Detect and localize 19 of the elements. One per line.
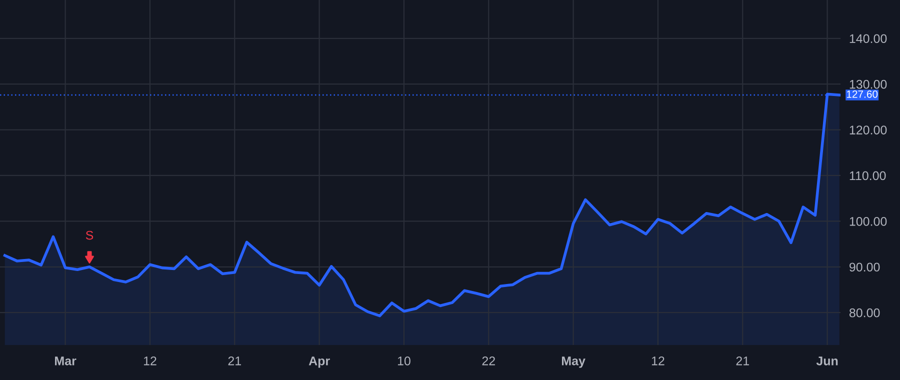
- y-tick-label: 130.00: [850, 80, 887, 89]
- y-tick-label: 110.00: [850, 171, 886, 180]
- x-tick-label: Mar: [55, 356, 76, 366]
- y-tick-label: 100.00: [850, 216, 887, 226]
- x-tick-label: 10: [398, 356, 410, 366]
- x-tick-label: Apr: [308, 356, 330, 368]
- x-tick-label: Jun: [816, 356, 838, 366]
- annotation: S: [86, 230, 94, 240]
- y-tick-label: 80.00: [849, 308, 880, 318]
- y-tick-label: 90.00: [850, 262, 880, 272]
- y-tick-label: 120.00: [850, 126, 887, 134]
- y-tick-label: 140.00: [850, 34, 887, 44]
- x-tick-label: 12: [652, 356, 664, 366]
- x-tick-label: 21: [228, 356, 241, 366]
- x-tick-label: May: [562, 356, 586, 368]
- x-tick-label: 12: [144, 356, 156, 366]
- ref-line-label: 127.60: [846, 90, 878, 98]
- x-tick-label: 21: [736, 356, 749, 366]
- x-tick-label: 22: [482, 356, 495, 366]
